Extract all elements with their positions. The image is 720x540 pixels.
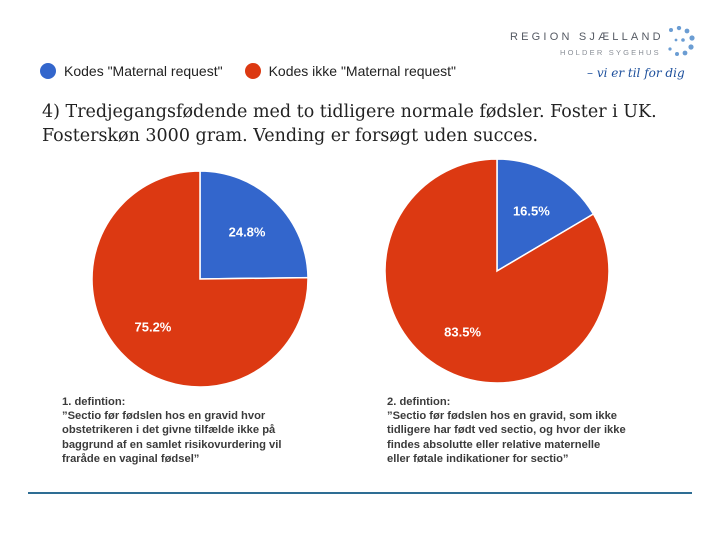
pie-slice [91,170,309,388]
logo-dot [681,38,685,42]
definition-1: 1. defintion: ”Sectio før fødslen hos en… [62,395,324,466]
region-sjaelland-logo: REGION SJÆLLAND HOLDER SYGEHUS – vi er t… [505,26,695,88]
definition-2-heading: 2. defintion: [387,396,451,408]
logo-slogan: – vi er til for dig [587,66,685,80]
pie-slice-label: 75.2% [135,320,172,335]
pie-chart-definition-1: 24.8% 75.2% [91,170,309,388]
pie-slice-label: 24.8% [229,224,266,239]
definition-2-text: ”Sectio før fødslen hos en gravid, som i… [387,410,626,465]
logo-dot [668,47,672,51]
legend-label: Kodes "Maternal request" [64,63,223,79]
definition-2: 2. defintion: ”Sectio før fødslen hos en… [387,395,649,466]
pie-slice-label: 83.5% [444,324,481,339]
definition-1-text: ”Sectio før fødslen hos en gravid hvor o… [62,410,282,465]
chart-legend: Kodes "Maternal request" Kodes ikke "Mat… [40,60,478,82]
logo-subtitle: HOLDER SYGEHUS [560,48,661,57]
legend-label: Kodes ikke "Maternal request" [268,63,456,79]
logo-dot [682,50,688,56]
legend-item-not-maternal-request: Kodes ikke "Maternal request" [244,63,456,79]
logo-dot [684,28,690,34]
bottom-divider [28,492,692,494]
pie-slice [199,170,309,280]
pie-slice-label: 16.5% [513,204,550,219]
legend-swatch [40,63,56,79]
logo-dot [674,38,678,42]
logo-dot [675,52,679,56]
logo-dot [669,28,673,32]
logo-dots-icon [668,26,695,56]
definition-1-heading: 1. defintion: [62,396,126,408]
logo-dot [676,26,682,31]
pie-chart-definition-2: 16.5% 83.5% [384,158,610,384]
pie-slice [384,158,610,384]
logo-dot [688,44,694,50]
logo-name: REGION SJÆLLAND [510,31,664,43]
legend-swatch [244,63,261,79]
slide-title: 4) Tredjegangsfødende med to tidligere n… [42,102,657,146]
legend-item-maternal-request: Kodes "Maternal request" [40,63,223,79]
logo-dot [689,35,695,41]
pie-slice [496,158,595,273]
